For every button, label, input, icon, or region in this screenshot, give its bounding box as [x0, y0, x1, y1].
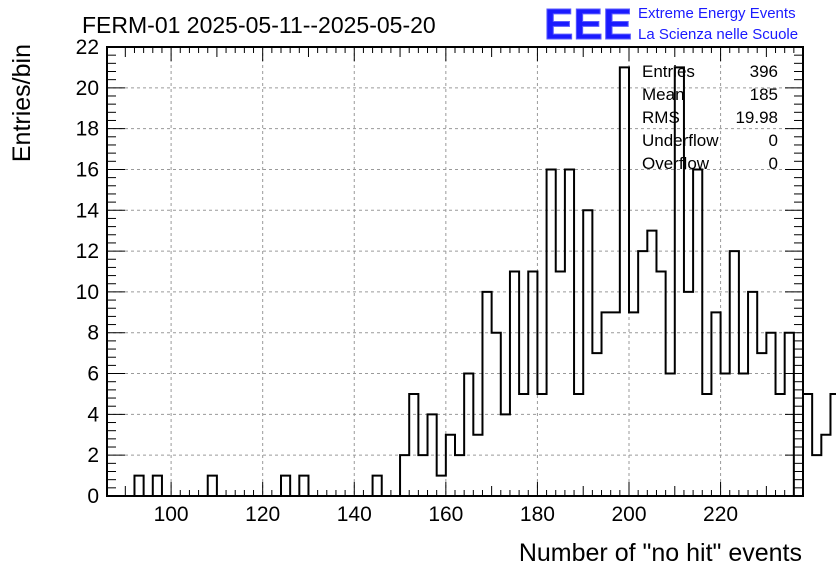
plot-frame [106, 46, 804, 497]
stats-value: 396 [750, 62, 778, 81]
histogram-bar [620, 67, 629, 496]
y-tick-label: 16 [76, 158, 99, 181]
histogram-bar [629, 312, 638, 496]
histogram-bar [446, 435, 455, 496]
histogram-bar [757, 353, 766, 496]
histogram-bar [281, 476, 290, 496]
eee-logo-line1: Extreme Energy Events [638, 5, 796, 22]
y-tick-labels: 0 2 4 6 8 10 12 14 16 18 20 22 [76, 36, 100, 508]
x-tick-label: 180 [520, 503, 555, 526]
y-tick-label: 10 [76, 281, 99, 304]
y-tick-label: 20 [76, 77, 99, 100]
x-axis-title: Number of "no hit" events [519, 539, 802, 567]
y-tick-label: 0 [87, 485, 99, 508]
x-tick-labels: 100 120 140 160 180 200 220 [154, 503, 739, 526]
stats-value: 19.98 [735, 108, 778, 127]
eee-logo: EEE Extreme Energy Events La Scienza nel… [544, 0, 799, 50]
histogram-bar [574, 394, 583, 496]
histogram-bar [656, 272, 665, 497]
histogram-bar [418, 455, 427, 496]
histogram-bar [739, 374, 748, 496]
y-tick-label: 6 [87, 363, 99, 386]
stats-label: Overflow [642, 154, 710, 173]
y-tick-label: 18 [76, 118, 99, 141]
histogram-outline [133, 66, 836, 497]
histogram-bar [373, 476, 382, 496]
histogram-bar [821, 435, 830, 496]
y-tick-label: 2 [87, 444, 99, 467]
histogram-bar [437, 476, 446, 496]
histogram-bar [602, 312, 611, 496]
y-tick-label: 4 [87, 403, 99, 426]
stats-value: 185 [750, 85, 778, 104]
histogram-bar [208, 476, 217, 496]
histogram-bar [592, 353, 601, 496]
y-tick-label: 22 [76, 36, 99, 59]
histogram-bar [528, 272, 537, 497]
y-tick-label: 8 [87, 322, 99, 345]
x-tick-label: 100 [154, 503, 189, 526]
histogram-bar [153, 476, 162, 496]
stats-label: Entries [642, 62, 695, 81]
histogram-bar [299, 476, 308, 496]
histogram-bar [400, 455, 409, 496]
histogram-bar [409, 394, 418, 496]
y-axis-title: Entries/bin [8, 44, 36, 162]
eee-logo-line2: La Scienza nelle Scuole [638, 26, 798, 43]
histogram-bar [473, 435, 482, 496]
histogram-bar [776, 394, 785, 496]
chart-title: FERM-01 2025-05-11--2025-05-20 [82, 12, 436, 38]
x-tick-label: 120 [245, 503, 280, 526]
stats-label: RMS [642, 108, 680, 127]
histogram-bar [812, 455, 821, 496]
histogram-bar [556, 272, 565, 497]
histogram-bar [711, 312, 720, 496]
stats-value: 0 [769, 131, 778, 150]
y-tick-label: 12 [76, 240, 99, 263]
histogram-bar [134, 476, 143, 496]
x-tick-label: 160 [428, 503, 463, 526]
grid [107, 47, 803, 496]
histogram-bar [611, 312, 620, 496]
stats-box: Entries 396 Mean 185 RMS 19.98 Underflow 0 Overf… [642, 62, 778, 173]
histogram-bar [537, 394, 546, 496]
histogram-bars [134, 67, 836, 496]
stats-label: Underflow [642, 131, 719, 150]
eee-logo-text: EEE [544, 0, 632, 49]
histogram-bar [455, 455, 464, 496]
histogram-bar [684, 292, 693, 496]
histogram-bar [519, 394, 528, 496]
axis-ticks [107, 46, 804, 497]
histogram-bar [510, 272, 519, 497]
histogram-bar [482, 292, 491, 496]
histogram-bar [666, 374, 675, 496]
stats-label: Mean [642, 85, 685, 104]
histogram-bar [748, 292, 757, 496]
y-tick-label: 14 [76, 199, 100, 222]
histogram-bar [702, 394, 711, 496]
x-tick-label: 220 [703, 503, 738, 526]
histogram-bar [647, 231, 656, 496]
stats-value: 0 [769, 154, 778, 173]
histogram-bar [464, 374, 473, 496]
histogram-bar [583, 210, 592, 496]
x-tick-label: 200 [611, 503, 646, 526]
histogram-bar [803, 394, 812, 496]
x-tick-label: 140 [337, 503, 372, 526]
histogram-bar [721, 374, 730, 496]
